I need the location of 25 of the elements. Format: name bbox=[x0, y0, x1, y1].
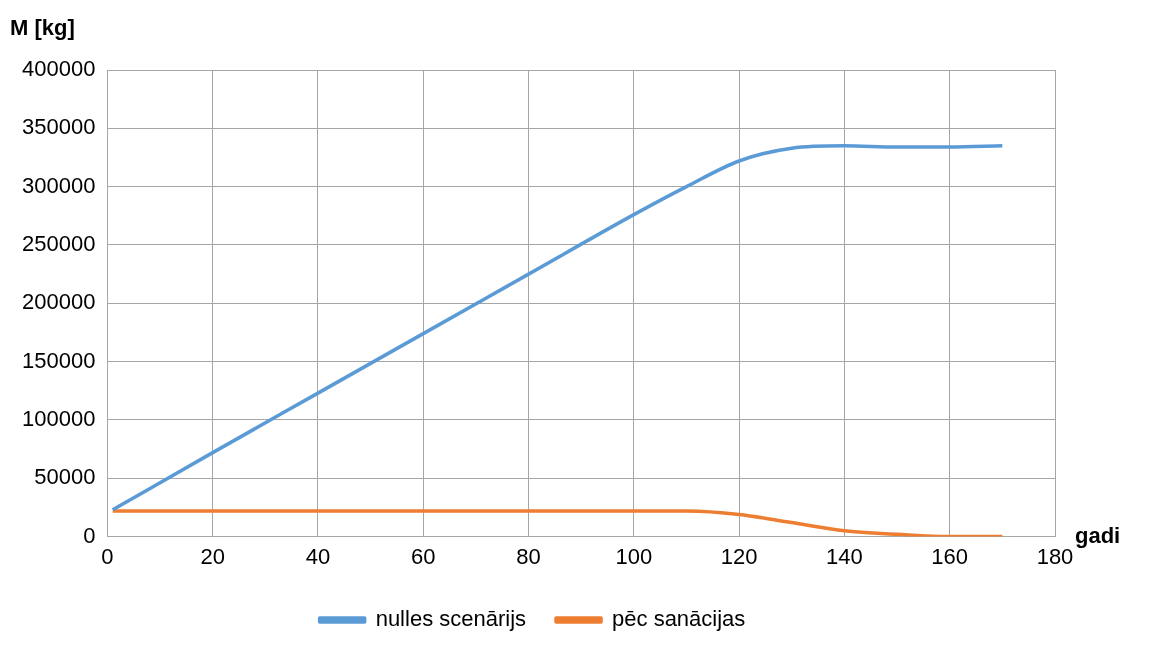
x-tick-label: 120 bbox=[720, 543, 758, 569]
line-series bbox=[110, 509, 1005, 537]
x-tick-label: 140 bbox=[826, 543, 863, 569]
legend-label: nulles scenārijs bbox=[375, 606, 527, 632]
y-tick-label: 350000 bbox=[21, 114, 96, 140]
y-tick-label: 400000 bbox=[21, 56, 96, 82]
x-axis-title: gadi bbox=[1075, 522, 1121, 548]
y-tick-label: 250000 bbox=[21, 231, 96, 257]
x-tick-label: 160 bbox=[931, 543, 969, 569]
y-tick-label: 50000 bbox=[34, 464, 96, 490]
y-tick-label: 150000 bbox=[21, 347, 96, 373]
x-tick-label: 20 bbox=[200, 543, 225, 569]
x-tick-label: 0 bbox=[101, 543, 114, 569]
x-tick-label: 180 bbox=[1036, 543, 1074, 569]
y-axis-title: M [kg] bbox=[10, 15, 75, 41]
x-tick-label: 40 bbox=[305, 543, 331, 569]
line-series bbox=[110, 144, 1005, 512]
x-tick-label: 80 bbox=[516, 543, 541, 569]
legend-label: pēc sanācijas bbox=[612, 606, 746, 632]
y-tick-label: 300000 bbox=[21, 172, 96, 198]
y-tick-label: 0 bbox=[83, 522, 96, 548]
y-tick-label: 200000 bbox=[21, 289, 96, 315]
x-tick-label: 60 bbox=[411, 543, 436, 569]
x-tick-label: 100 bbox=[615, 543, 653, 569]
y-tick-label: 100000 bbox=[21, 406, 96, 432]
